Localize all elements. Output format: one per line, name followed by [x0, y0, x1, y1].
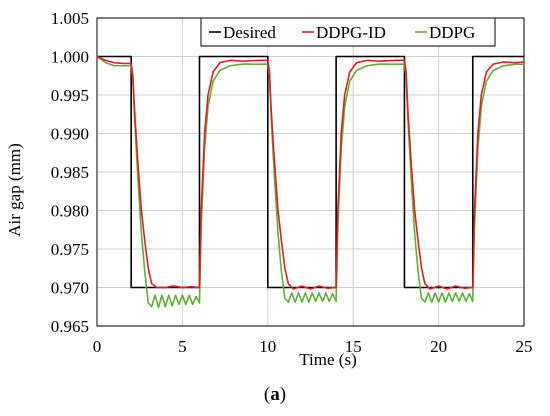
y-tick-label: 0.995 [51, 86, 89, 105]
y-axis-title: Air gap (mm) [5, 143, 24, 236]
caption-close: ) [279, 384, 287, 405]
y-tick-label: 0.990 [51, 125, 89, 144]
x-axis-title: Time (s) [299, 350, 356, 369]
legend-box [200, 17, 496, 47]
series-line-ddpg [96, 55, 524, 309]
legend-label: DDPG-ID [316, 23, 386, 42]
figure-caption: (a) [0, 384, 550, 406]
x-tick-label: 15 [345, 337, 362, 356]
caption-open: ( [263, 384, 271, 405]
y-tick-label: 0.965 [51, 317, 89, 336]
series-layer [96, 55, 525, 309]
x-tick-label: 5 [178, 337, 187, 356]
x-tick-label: 25 [516, 337, 533, 356]
x-axis-ticks: 0 5 10 15 20 25 [93, 337, 533, 356]
legend-label: Desired [223, 23, 276, 42]
x-tick-label: 10 [259, 337, 276, 356]
x-tick-label: 0 [93, 337, 102, 356]
y-tick-label: 0.970 [51, 279, 89, 298]
caption-letter: a [270, 384, 280, 405]
y-tick-label: 0.980 [51, 202, 89, 221]
gridlines [96, 17, 525, 327]
y-tick-label: 1.005 [51, 9, 89, 28]
y-tick-label: 1.000 [51, 48, 89, 67]
line-chart: 0.965 0.970 0.975 0.980 0.985 0.990 0.995 1.000… [5, 9, 533, 369]
y-axis-ticks: 0.965 0.970 0.975 0.980 0.985 0.990 0.995 1.000… [51, 9, 89, 336]
legend: Desired DDPG-ID DDPG [200, 17, 496, 47]
y-tick-label: 0.985 [51, 163, 89, 182]
y-tick-label: 0.975 [51, 240, 89, 259]
legend-label: DDPG [429, 23, 475, 42]
x-tick-label: 20 [430, 337, 447, 356]
series-line-ddpg-id [96, 55, 525, 290]
